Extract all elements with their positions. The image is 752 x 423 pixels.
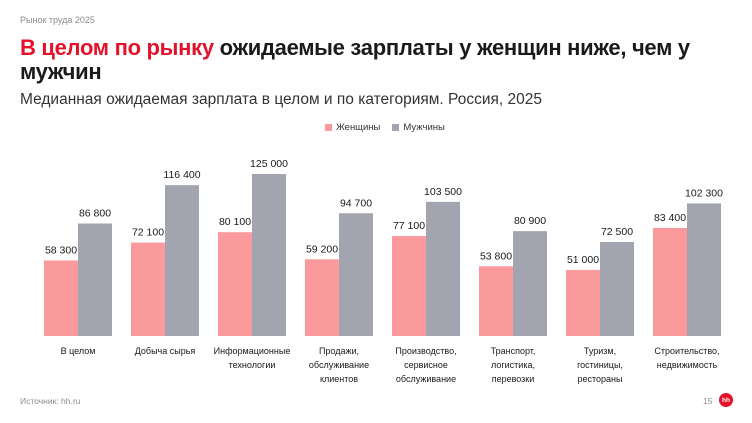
data-label-women-2: 80 100 <box>219 216 251 228</box>
source-note: Источник: hh.ru <box>20 396 81 406</box>
category-label-6: Туризм, <box>584 346 616 356</box>
category-label-7: Строительство, <box>654 346 719 356</box>
category-label-2: технологии <box>229 360 276 370</box>
bar-men-1 <box>165 185 199 336</box>
data-label-women-5: 53 800 <box>480 250 512 262</box>
bar-women-3 <box>305 259 339 336</box>
legend-swatch-women <box>325 124 332 131</box>
category-label-0: В целом <box>61 346 96 356</box>
title-rest: ожидаемые зарплаты у женщин ниже, чем у … <box>20 35 690 84</box>
data-label-women-0: 58 300 <box>45 244 77 256</box>
category-label-5: перевозки <box>492 374 535 384</box>
bar-women-5 <box>479 266 513 336</box>
data-label-men-7: 102 300 <box>685 187 723 199</box>
bar-men-3 <box>339 213 373 336</box>
page-title: В целом по рынку ожидаемые зарплаты у же… <box>20 36 720 84</box>
data-label-women-1: 72 100 <box>132 227 164 239</box>
bar-women-6 <box>566 269 600 336</box>
data-label-women-7: 83 400 <box>654 212 686 224</box>
data-label-women-3: 59 200 <box>306 243 338 255</box>
chart-legend: Женщины Мужчины <box>325 122 457 133</box>
bar-men-6 <box>600 242 634 336</box>
report-kicker: Рынок труда 2025 <box>20 15 95 25</box>
legend-label-women: Женщины <box>336 122 381 133</box>
category-label-3: обслуживание <box>309 360 369 370</box>
bar-women-2 <box>218 232 252 336</box>
category-label-7: недвижимость <box>657 360 718 370</box>
data-label-men-3: 94 700 <box>340 197 372 209</box>
bar-women-0 <box>44 260 78 336</box>
data-label-men-0: 86 800 <box>79 208 111 220</box>
chart-subtitle: Медианная ожидаемая зарплата в целом и п… <box>20 91 542 108</box>
data-label-women-4: 77 100 <box>393 220 425 232</box>
legend-item-women: Женщины <box>325 122 380 133</box>
title-highlight: В целом по рынку <box>20 35 214 60</box>
category-label-3: Продажи, <box>319 346 359 356</box>
bar-men-5 <box>513 231 547 336</box>
page-number: 15 <box>703 396 713 406</box>
data-label-women-6: 51 000 <box>567 254 599 266</box>
bar-men-2 <box>252 174 286 336</box>
category-label-5: логистика, <box>491 360 535 370</box>
data-label-men-2: 125 000 <box>250 158 288 170</box>
data-label-men-6: 72 500 <box>601 226 633 238</box>
category-label-2: Информационные <box>214 346 291 356</box>
category-label-6: гостиницы, <box>577 360 623 370</box>
category-label-4: Производство, <box>395 346 456 356</box>
category-label-4: обслуживание <box>396 374 456 384</box>
category-label-3: клиентов <box>320 374 358 384</box>
category-label-6: рестораны <box>578 374 623 384</box>
legend-swatch-men <box>392 124 400 131</box>
category-label-5: Транспорт, <box>491 346 536 356</box>
data-label-men-4: 103 500 <box>424 186 462 198</box>
data-label-men-5: 80 900 <box>514 215 546 227</box>
bar-women-4 <box>392 236 426 336</box>
category-label-1: Добыча сырья <box>135 346 196 356</box>
bar-men-0 <box>78 223 112 336</box>
legend-item-men: Мужчины <box>392 122 445 133</box>
bar-women-1 <box>131 242 165 336</box>
bar-women-7 <box>653 227 687 336</box>
hh-logo: hh <box>719 393 733 407</box>
category-label-4: сервисное <box>404 360 448 370</box>
data-label-men-1: 116 400 <box>163 169 200 181</box>
legend-label-men: Мужчины <box>403 122 445 133</box>
bar-men-7 <box>687 203 721 336</box>
bar-men-4 <box>426 201 460 336</box>
